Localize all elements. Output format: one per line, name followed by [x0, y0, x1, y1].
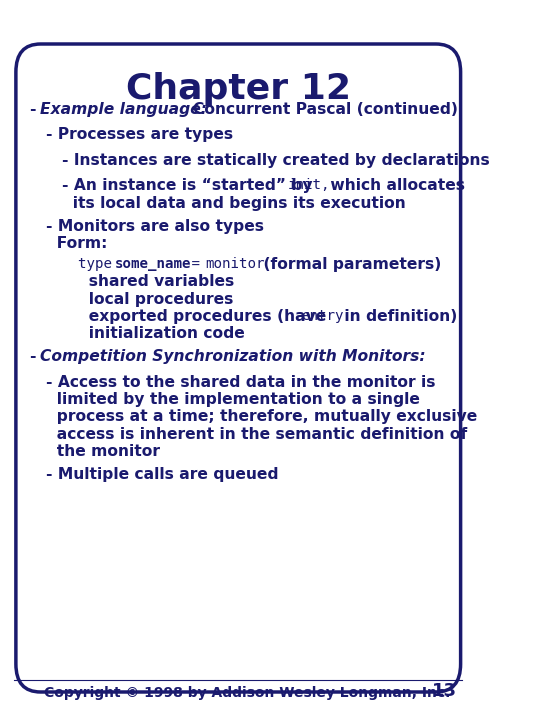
Text: - Multiple calls are queued: - Multiple calls are queued — [46, 467, 279, 482]
Text: exported procedures (have: exported procedures (have — [78, 309, 331, 324]
Text: process at a time; therefore, mutually exclusive: process at a time; therefore, mutually e… — [46, 410, 477, 424]
Text: -: - — [30, 349, 42, 364]
Text: Competition Synchronization with Monitors:: Competition Synchronization with Monitor… — [40, 349, 426, 364]
Text: its local data and begins its execution: its local data and begins its execution — [62, 196, 406, 211]
Text: entry: entry — [301, 309, 344, 323]
Text: monitor: monitor — [205, 257, 265, 271]
Text: 13: 13 — [433, 682, 457, 700]
Text: init,: init, — [288, 179, 330, 192]
Text: -: - — [30, 102, 42, 117]
FancyBboxPatch shape — [16, 44, 461, 692]
Text: type: type — [78, 257, 120, 271]
Text: Chapter 12: Chapter 12 — [126, 72, 351, 106]
Text: - An instance is “started” by: - An instance is “started” by — [62, 179, 318, 194]
Text: initialization code: initialization code — [78, 326, 245, 341]
Text: shared variables: shared variables — [78, 274, 234, 289]
Text: the monitor: the monitor — [46, 444, 160, 459]
Text: - Processes are types: - Processes are types — [46, 127, 233, 143]
Text: - Monitors are also types: - Monitors are also types — [46, 219, 264, 234]
Text: (formal parameters): (formal parameters) — [258, 257, 441, 272]
Text: local procedures: local procedures — [78, 292, 233, 307]
Text: Concurrent Pascal (continued): Concurrent Pascal (continued) — [193, 102, 457, 117]
Text: - Instances are statically created by declarations: - Instances are statically created by de… — [62, 153, 490, 168]
Text: access is inherent in the semantic definition of: access is inherent in the semantic defin… — [46, 426, 467, 441]
Text: in definition): in definition) — [339, 309, 457, 324]
Text: Form:: Form: — [46, 236, 107, 251]
Text: Example language:: Example language: — [40, 102, 213, 117]
Text: which allocates: which allocates — [325, 179, 465, 194]
Text: limited by the implementation to a single: limited by the implementation to a singl… — [46, 392, 420, 407]
Text: - Access to the shared data in the monitor is: - Access to the shared data in the monit… — [46, 375, 435, 390]
Text: Copyright © 1998 by Addison Wesley Longman, Inc.: Copyright © 1998 by Addison Wesley Longm… — [44, 686, 450, 700]
Text: =: = — [183, 257, 208, 271]
Text: some_name: some_name — [115, 257, 192, 271]
